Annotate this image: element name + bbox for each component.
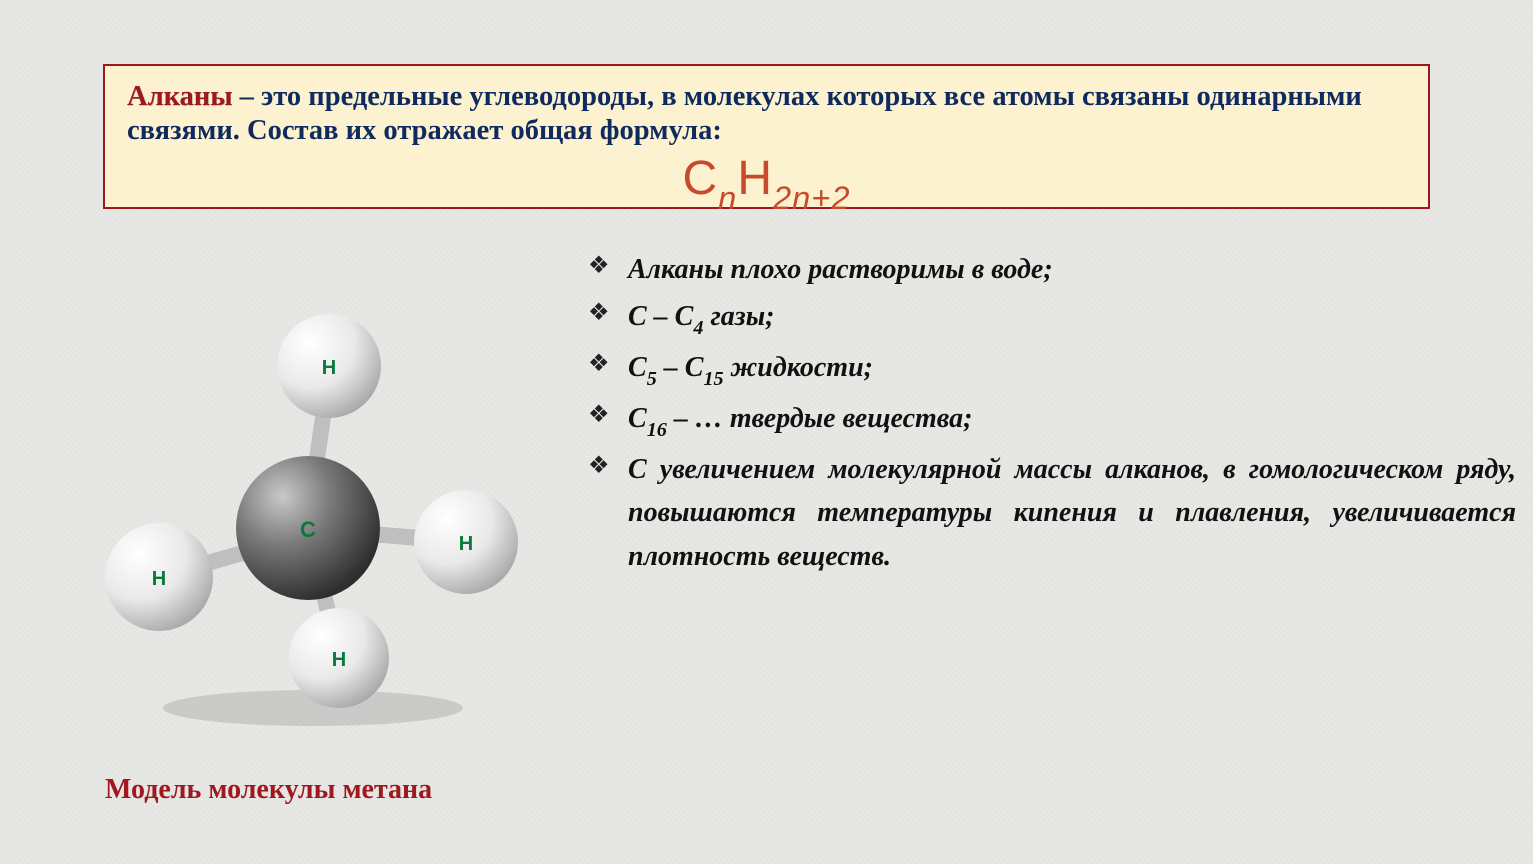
property-item-4: C16 – … твердые вещества; — [588, 397, 1516, 444]
formula-sub-2n2: 2n+2 — [773, 179, 851, 216]
property-item-3: C5 – C15 жидкости; — [588, 346, 1516, 393]
atom-h3-label: H — [332, 649, 346, 671]
general-formula: CnH2n+2 — [127, 151, 1406, 213]
definition-box: Алканы – это предельные углеводороды, в … — [103, 64, 1430, 209]
formula-sub-n: n — [718, 179, 737, 216]
property-item-2: C – C4 газы; — [588, 295, 1516, 342]
atom-h2-label: H — [459, 533, 473, 555]
atom-h1-label: H — [322, 357, 336, 379]
atom-c-label: C — [300, 517, 316, 542]
molecule-caption: Модель молекулы метана — [105, 774, 432, 806]
definition-body: – это предельные углеводороды, в молекул… — [127, 81, 1362, 146]
properties-list: Алканы плохо растворимы в воде; C – C4 г… — [588, 248, 1516, 582]
definition-text: Алканы – это предельные углеводороды, в … — [127, 80, 1406, 147]
atom-h4-label: H — [152, 568, 166, 590]
property-item-1: Алканы плохо растворимы в воде; — [588, 248, 1516, 291]
term-alkany: Алканы — [127, 81, 232, 112]
formula-H: H — [737, 152, 773, 205]
molecule-svg: H H C H H — [63, 260, 543, 730]
formula-C: C — [683, 152, 719, 205]
methane-molecule-model: H H C H H — [63, 260, 543, 730]
property-item-5: С увеличением молекулярной массы алканов… — [588, 448, 1516, 578]
